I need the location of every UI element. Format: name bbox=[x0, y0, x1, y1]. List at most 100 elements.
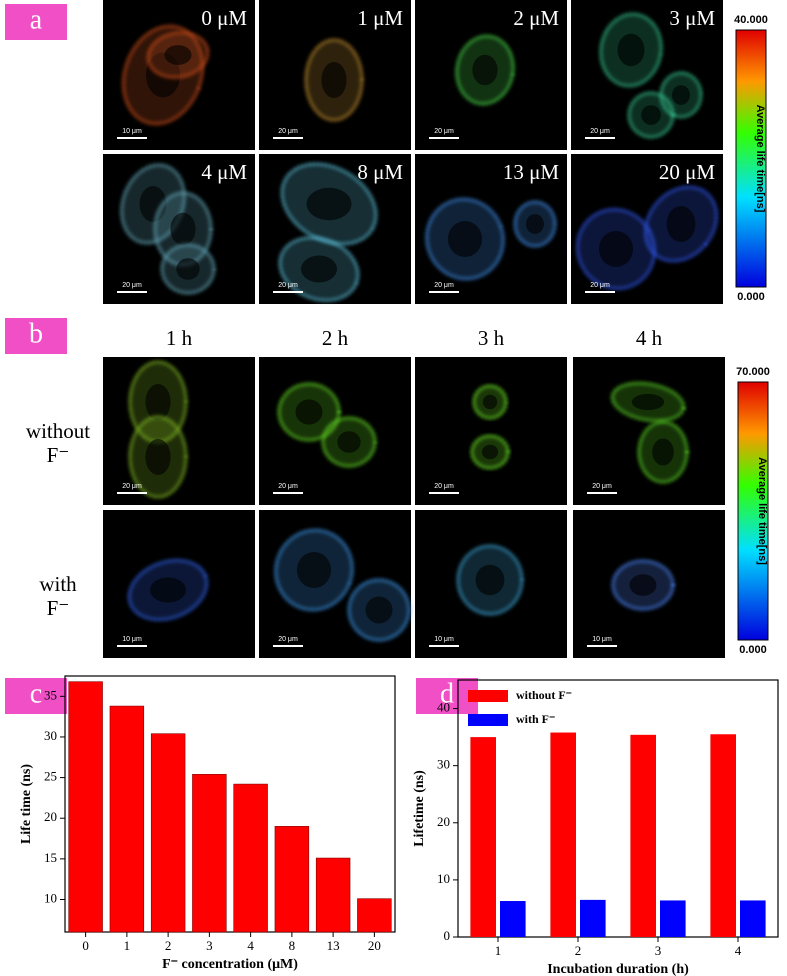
scale-bar-label: 20 μm bbox=[434, 282, 454, 289]
column-header: 1 h bbox=[166, 326, 193, 350]
x-tick-label: 4 bbox=[247, 938, 254, 953]
nucleus bbox=[481, 444, 499, 460]
scale-bar-label: 20 μm bbox=[122, 282, 142, 289]
panel-label: c bbox=[30, 678, 42, 709]
bar bbox=[580, 899, 606, 937]
column-header: 2 h bbox=[322, 326, 349, 350]
legend-label: with F⁻ bbox=[516, 712, 555, 726]
x-tick-label: 2 bbox=[165, 938, 172, 953]
image-label: 8 μM bbox=[357, 160, 403, 184]
x-tick-label: 13 bbox=[327, 938, 340, 953]
scale-bar-label: 10 μm bbox=[122, 636, 142, 643]
nucleus bbox=[145, 439, 171, 475]
bar bbox=[710, 734, 736, 937]
plot-frame bbox=[457, 679, 779, 938]
colorbar bbox=[737, 381, 769, 641]
y-tick-label: 35 bbox=[44, 687, 57, 702]
bar bbox=[233, 783, 268, 933]
x-tick-label: 4 bbox=[735, 943, 742, 958]
y-tick-label: 30 bbox=[44, 728, 57, 743]
image-label: 2 μM bbox=[513, 6, 559, 30]
nucleus bbox=[617, 33, 645, 67]
y-tick-label: 10 bbox=[437, 871, 450, 886]
image-label: 20 μM bbox=[659, 160, 716, 184]
scale-bar-label: 20 μm bbox=[278, 128, 298, 135]
x-tick-label: 3 bbox=[206, 938, 213, 953]
x-axis-title: Incubation duration (h) bbox=[547, 962, 689, 976]
bar bbox=[315, 857, 351, 933]
scale-bar-label: 20 μm bbox=[434, 483, 454, 490]
scale-bar-label: 20 μm bbox=[122, 483, 142, 490]
x-tick-label: 1 bbox=[495, 943, 502, 958]
colorbar-max: 40.000 bbox=[734, 14, 768, 26]
y-tick-label: 0 bbox=[444, 928, 451, 943]
nucleus bbox=[472, 54, 498, 86]
nucleus bbox=[652, 438, 674, 466]
bar bbox=[150, 733, 186, 933]
y-tick-label: 25 bbox=[44, 769, 57, 784]
colorbar-max: 70.000 bbox=[736, 366, 770, 378]
nucleus bbox=[301, 255, 337, 283]
row-label: without bbox=[26, 419, 90, 443]
scale-bar-label: 10 μm bbox=[592, 636, 612, 643]
y-tick-label: 30 bbox=[437, 757, 450, 772]
bar bbox=[274, 826, 310, 933]
nucleus bbox=[365, 596, 393, 624]
panel-label: b bbox=[29, 318, 43, 349]
scale-bar-label: 20 μm bbox=[590, 128, 610, 135]
plot-frame bbox=[64, 675, 396, 933]
nucleus bbox=[482, 394, 498, 410]
panel-label: a bbox=[30, 4, 43, 35]
nucleus bbox=[295, 399, 323, 425]
image-label: 0 μM bbox=[201, 6, 247, 30]
bar bbox=[68, 681, 103, 933]
scale-bar-label: 10 μm bbox=[434, 636, 454, 643]
nucleus bbox=[164, 45, 192, 65]
bar bbox=[630, 734, 656, 937]
panel-label: d bbox=[440, 678, 454, 709]
nucleus bbox=[598, 231, 634, 267]
bar bbox=[470, 737, 496, 937]
bar bbox=[740, 900, 766, 937]
scale-bar-label: 20 μm bbox=[278, 483, 298, 490]
x-tick-label: 1 bbox=[124, 938, 131, 953]
nucleus bbox=[526, 214, 544, 234]
colorbar-title: Average life time[ns] bbox=[754, 105, 766, 213]
image-label: 3 μM bbox=[669, 6, 715, 30]
nucleus bbox=[176, 258, 200, 280]
row-label: with bbox=[39, 572, 77, 596]
bar bbox=[357, 898, 392, 933]
colorbar bbox=[735, 29, 767, 288]
legend-label: without F⁻ bbox=[516, 688, 572, 702]
legend-swatch bbox=[468, 714, 508, 726]
image-label: 1 μM bbox=[357, 6, 403, 30]
nucleus bbox=[672, 85, 690, 105]
colorbar-min: 0.000 bbox=[737, 291, 765, 303]
bar bbox=[550, 732, 576, 937]
nucleus bbox=[150, 577, 186, 603]
bar bbox=[192, 774, 227, 933]
colorbar-min: 0.000 bbox=[739, 644, 767, 656]
nucleus bbox=[447, 221, 483, 257]
micrograph bbox=[415, 357, 567, 505]
y-tick-label: 10 bbox=[44, 890, 57, 905]
nucleus bbox=[641, 105, 661, 125]
nucleus bbox=[666, 206, 696, 242]
x-tick-label: 8 bbox=[289, 938, 296, 953]
panel-label-box bbox=[5, 4, 67, 40]
bar bbox=[109, 705, 145, 933]
nucleus bbox=[629, 574, 657, 596]
bar bbox=[500, 901, 526, 937]
row-label: F⁻ bbox=[47, 596, 70, 620]
scale-bar-label: 20 μm bbox=[278, 282, 298, 289]
nucleus bbox=[337, 431, 361, 453]
y-tick-label: 40 bbox=[437, 700, 450, 715]
nucleus bbox=[296, 552, 332, 588]
nucleus bbox=[145, 384, 171, 420]
scale-bar-label: 20 μm bbox=[434, 128, 454, 135]
x-tick-label: 20 bbox=[368, 938, 381, 953]
x-tick-label: 3 bbox=[655, 943, 662, 958]
y-tick-label: 15 bbox=[44, 850, 57, 865]
y-axis-title: Life time (ns) bbox=[19, 764, 34, 844]
